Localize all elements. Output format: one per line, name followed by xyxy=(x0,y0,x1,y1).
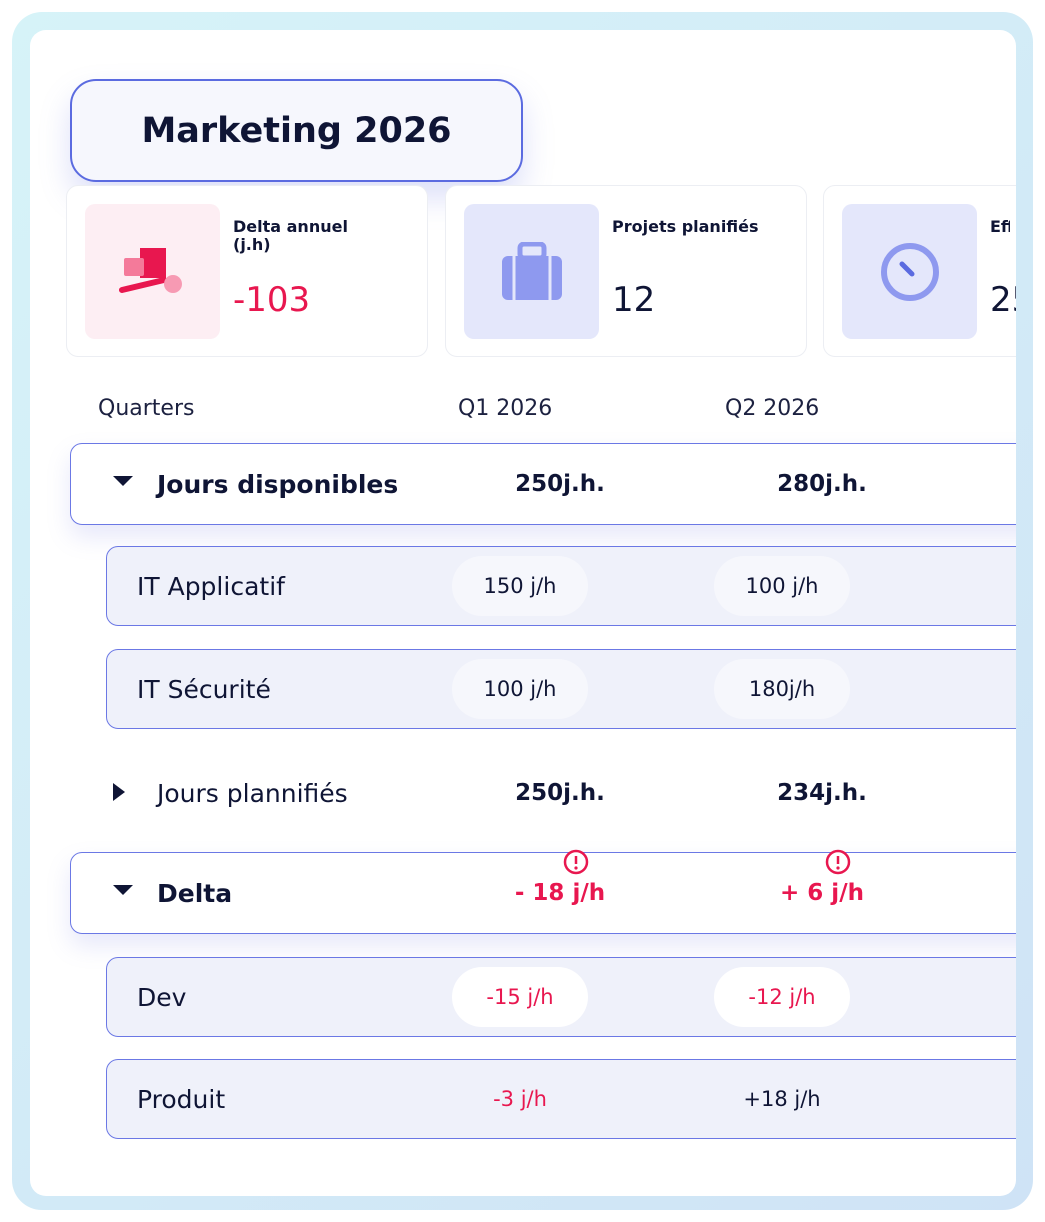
group-row: Delta - 18 j/h + 6 j/h xyxy=(70,849,1016,934)
card-value: 12 xyxy=(612,280,656,320)
toggle[interactable] xyxy=(111,781,127,807)
card-icon xyxy=(85,204,220,339)
value-pill: 150 j/h xyxy=(452,556,588,616)
value-pill: 100 j/h xyxy=(714,556,850,616)
group-row: Jours disponibles 250j.h. 280j.h. xyxy=(70,443,1016,525)
value-pill: 100 j/h xyxy=(452,659,588,719)
icon xyxy=(880,242,939,301)
value-pill: +18 j/h xyxy=(743,1087,821,1111)
sub-row: Produit -3 j/h +18 j/h xyxy=(106,1059,1016,1139)
value-pill: 180j/h xyxy=(714,659,850,719)
sub-label: Dev xyxy=(137,982,187,1012)
header-cell: Quarters xyxy=(98,396,195,421)
group-label: Delta xyxy=(157,878,233,908)
group-label: Jours plannifiés xyxy=(157,778,348,808)
value-pill: -15 j/h xyxy=(452,967,588,1027)
caret-down[interactable] xyxy=(111,472,135,488)
card-label: Delta annuel (j.h) xyxy=(233,217,348,254)
toggle[interactable] xyxy=(111,472,135,492)
card-value: 25 xyxy=(990,280,1016,320)
alert xyxy=(825,849,851,875)
caret-right[interactable] xyxy=(111,781,127,803)
card: Projets planifiés 12 xyxy=(445,185,807,357)
icon xyxy=(501,241,562,300)
group-row: Jours plannifiés 250j.h. 234j.h. xyxy=(70,752,1016,834)
alert-icon xyxy=(563,849,589,879)
sub-label: IT Applicatif xyxy=(137,571,285,601)
header-cell: Q1 2026 xyxy=(458,396,553,421)
group-value: + 6 j/h xyxy=(780,880,864,906)
panel: Marketing 2026 Delta annuel (j.h) -103 P… xyxy=(30,30,1016,1196)
caret-down[interactable] xyxy=(111,881,135,897)
icon xyxy=(118,247,182,293)
sub-row: Dev -15 j/h -12 j/h xyxy=(106,957,1016,1037)
group-label: Jours disponibles xyxy=(157,469,399,499)
value-pill: -12 j/h xyxy=(714,967,850,1027)
sub-label: IT Sécurité xyxy=(137,674,271,704)
group-value: 234j.h. xyxy=(777,780,867,806)
group-value: 250j.h. xyxy=(515,471,605,497)
sub-label: Produit xyxy=(137,1084,226,1114)
toggle[interactable] xyxy=(111,881,135,901)
title: Marketing 2026 xyxy=(70,79,523,182)
sub-row: IT Sécurité 100 j/h 180j/h xyxy=(106,649,1016,729)
sub-row: IT Applicatif 150 j/h 100 j/h xyxy=(106,546,1016,626)
alert-icon xyxy=(825,849,851,879)
card-label: Projets planifiés xyxy=(612,217,759,236)
card-label: Eff (j.h xyxy=(990,218,1010,236)
value-pill: -3 j/h xyxy=(493,1087,547,1111)
card-icon xyxy=(464,204,599,339)
card-value: -103 xyxy=(233,280,311,320)
card: Eff (j.h 25 xyxy=(823,185,1016,357)
header-cell: Q2 2026 xyxy=(725,396,820,421)
card: Delta annuel (j.h) -103 xyxy=(66,185,428,357)
card-icon xyxy=(842,204,977,339)
alert xyxy=(563,849,589,875)
group-value: - 18 j/h xyxy=(514,880,606,906)
group-value: 250j.h. xyxy=(515,780,605,806)
group-value: 280j.h. xyxy=(777,471,867,497)
